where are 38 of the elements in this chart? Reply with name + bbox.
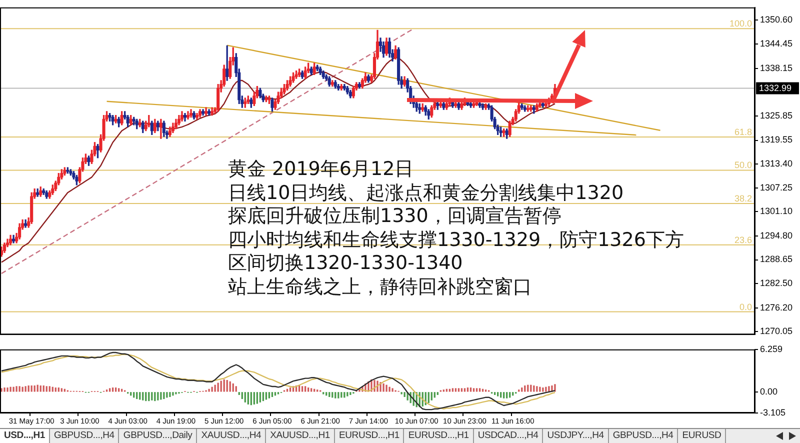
text: USD...,H1	[0, 429, 50, 443]
annotation: 站上生命线之上，静待回补跳空窗口	[228, 276, 533, 300]
text: EURUSD...,H1	[404, 429, 474, 443]
text: GBPUSD...,Daily	[119, 429, 198, 443]
text: XAUUSD...,H1	[266, 429, 335, 443]
annotation: 探底回升破位压制1330，回调宣告暂停	[228, 205, 562, 229]
text: GBPUSD...,H4	[608, 429, 678, 443]
y-tick-label: 1344.45	[760, 38, 793, 48]
y-tick-label: -3.105	[760, 407, 786, 418]
text: EURUSD...,H1	[335, 429, 404, 443]
y-tick-label: 1307.25	[760, 182, 793, 192]
y-tick-label: 1319.55	[760, 134, 793, 145]
text: USDCAD...,H4	[474, 429, 544, 443]
annotation: 100.0	[729, 18, 752, 29]
y-tick-label: 1350.60	[760, 14, 793, 25]
annotation: 50.0	[734, 160, 752, 170]
y-tick-label: 1301.10	[760, 206, 793, 216]
y-tick-label: 1325.85	[760, 110, 793, 120]
annotation: 0.0	[739, 302, 752, 312]
text: USDJPY...,H4	[543, 429, 609, 443]
text: GBPUSD...,H4	[50, 429, 120, 443]
y-tick-label: 1313.40	[760, 158, 793, 169]
text: EURUSD	[678, 429, 726, 443]
y-tick-label: 1338.15	[760, 62, 793, 73]
text: XAUUSD...,H4	[197, 429, 266, 443]
y-tick-label: 6.259	[760, 344, 783, 354]
annotation: 23.6	[734, 234, 752, 245]
y-tick-label: 1270.05	[760, 326, 793, 336]
y-tick-label: 1276.20	[760, 302, 793, 312]
y-tick-label: 1294.80	[760, 230, 793, 240]
annotation: 区间切换1320-1330-1340	[228, 252, 464, 276]
y-tick-label: 0.00	[760, 386, 778, 396]
annotation: 日线10日均线、起涨点和黄金分割线集中1320	[228, 182, 625, 206]
y-tick-label: 1282.50	[760, 278, 793, 288]
ref-line-label: 1332.99	[759, 82, 792, 93]
annotation: 61.8	[734, 126, 752, 137]
annotation: 38.2	[734, 193, 752, 204]
y-tick-label: 1288.65	[760, 254, 793, 264]
